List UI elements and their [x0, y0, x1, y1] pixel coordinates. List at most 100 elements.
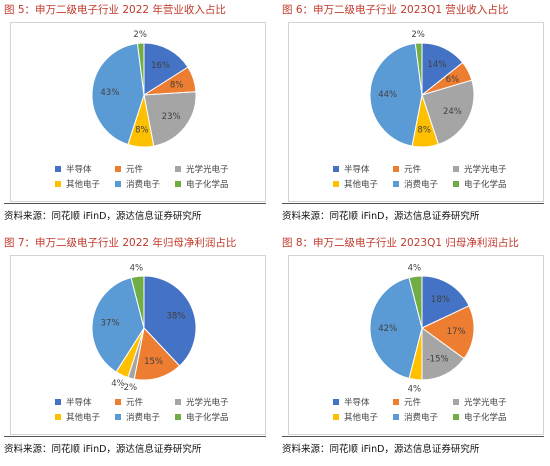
legend-item: 半导体 — [55, 396, 115, 408]
legend-swatch — [175, 165, 181, 172]
legend-row: 半导体 元件 光学光电子 — [55, 161, 255, 176]
legend-item: 光学光电子 — [453, 396, 533, 408]
legend-label: 半导体 — [344, 397, 370, 408]
legend-label: 光学光电子 — [464, 397, 507, 408]
legend-row: 其他电子 消费电子 电子化学品 — [333, 409, 533, 424]
legend-item: 消费电子 — [393, 411, 453, 423]
divider — [282, 436, 544, 437]
pie-chart: 18% 17% -15% 4% 42% 4% — [369, 263, 475, 395]
legend-swatch — [333, 165, 339, 172]
legend-label: 其他电子 — [344, 179, 379, 190]
legend-swatch — [175, 413, 181, 420]
divider — [4, 203, 266, 204]
chart-legend: 半导体 元件 光学光电子 其他电子 消费电子 电子化学品 — [55, 394, 255, 424]
legend-label: 电子化学品 — [186, 179, 229, 190]
pie-slice — [414, 42, 423, 96]
legend-label: 半导体 — [344, 164, 370, 175]
legend-item: 电子化学品 — [453, 411, 533, 423]
data-label: 23% — [162, 112, 181, 122]
legend-label: 元件 — [404, 397, 422, 408]
pie-chart: 16%8%23%8%43%2% — [91, 30, 197, 148]
legend-item: 元件 — [115, 396, 175, 408]
source-note: 资料来源：同花顺 iFinD，源达信息证券研究所 — [282, 444, 480, 455]
legend-label: 电子化学品 — [186, 412, 229, 423]
legend-swatch — [333, 180, 339, 187]
pie-slice — [369, 277, 423, 379]
pie-slice — [408, 275, 423, 329]
legend-swatch — [55, 165, 61, 172]
legend-swatch — [453, 413, 459, 420]
legend-item: 元件 — [115, 163, 175, 175]
legend-label: 元件 — [404, 164, 422, 175]
legend-item: 消费电子 — [115, 178, 175, 190]
legend-row: 其他电子 消费电子 电子化学品 — [333, 176, 533, 191]
legend-item: 电子化学品 — [453, 178, 533, 190]
legend-item: 其他电子 — [333, 411, 393, 423]
pie-slice — [421, 275, 470, 329]
legend-swatch — [115, 180, 121, 187]
data-label: 4% — [408, 385, 422, 395]
legend-label: 消费电子 — [126, 179, 161, 190]
legend-label: 光学光电子 — [186, 397, 229, 408]
legend-item: 光学光电子 — [453, 163, 533, 175]
figure-title: 图 7：申万二级电子行业 2022 年归母净利润占比 — [4, 237, 237, 249]
pie-slice — [130, 275, 145, 329]
legend-label: 元件 — [126, 164, 144, 175]
legend-swatch — [393, 398, 399, 405]
pie-slice — [143, 275, 197, 367]
chart-frame: 14% 6% 24% 8% 44% 2% 半导体 元件 光学光电子其他电子 消费电子 电子化学品 — [288, 22, 544, 202]
data-label: 15% — [144, 357, 163, 367]
legend-swatch — [333, 398, 339, 405]
legend-item: 其他电子 — [333, 178, 393, 190]
data-label: 42% — [378, 324, 397, 334]
figure-title: 图 6：申万二级电子行业 2023Q1 营业收入占比 — [282, 4, 509, 16]
legend-item: 消费电子 — [115, 411, 175, 423]
legend-label: 其他电子 — [66, 179, 101, 190]
legend-swatch — [453, 398, 459, 405]
divider — [282, 203, 544, 204]
data-label: -2% — [121, 383, 138, 393]
data-label: 4% — [130, 263, 144, 273]
legend-swatch — [55, 398, 61, 405]
pie-slice — [421, 79, 475, 145]
legend-label: 其他电子 — [344, 412, 379, 423]
legend-swatch — [175, 398, 181, 405]
legend-label: 光学光电子 — [464, 164, 507, 175]
legend-swatch — [453, 180, 459, 187]
figure-6-panel: 图 6：申万二级电子行业 2023Q1 营业收入占比 14% 6% 24% 8% 44%… — [278, 0, 548, 233]
data-label: 37% — [101, 319, 120, 329]
legend-item: 光学光电子 — [175, 396, 255, 408]
chart-frame: 18% 17% -15% 4% 42% 4% 半导体 元件 光学光电子 其他电子 消费电子 电子化学… — [288, 255, 544, 435]
pie-chart: 14%6% 24% 8% 44% 2% — [369, 30, 475, 148]
source-note: 资料来源：同花顺 iFinD，源达信息证券研究所 — [282, 211, 480, 222]
data-label: 38% — [166, 311, 185, 321]
figure-7-panel: 图 7：申万二级电子行业 2022 年归母净利润占比 38% 15% -2% 4% 37… — [0, 233, 270, 466]
legend-item: 半导体 — [55, 163, 115, 175]
source-note: 资料来源：同花顺 iFinD，源达信息证券研究所 — [4, 444, 202, 455]
legend-row: 其他电子 消费电子 电子化学品 — [55, 409, 255, 424]
legend-swatch — [453, 165, 459, 172]
data-label: 4% — [111, 379, 125, 389]
legend-item: 电子化学品 — [175, 411, 255, 423]
legend-label: 半导体 — [66, 397, 92, 408]
pie-slice — [369, 42, 423, 147]
chart-legend: 半导体 元件 光学光电子其他电子 消费电子 电子化学品 — [333, 394, 533, 424]
figure-8-panel: 图 8：申万二级电子行业 2023Q1 归母净利润占比 18% 17% -15% 4%… — [278, 233, 548, 466]
legend-row: 半导体 元件 光学光电子 — [333, 161, 533, 176]
legend-label: 电子化学品 — [464, 412, 507, 423]
data-label: 2% — [133, 30, 147, 40]
legend-swatch — [393, 413, 399, 420]
pie-slice — [143, 91, 197, 147]
legend-swatch — [333, 413, 339, 420]
legend-label: 消费电子 — [404, 179, 439, 190]
pie-slice — [133, 326, 181, 381]
legend-swatch — [115, 413, 121, 420]
legend-swatch — [55, 413, 61, 420]
data-label: -15% — [427, 355, 449, 365]
legend-item: 其他电子 — [55, 178, 115, 190]
pie-slice — [421, 327, 465, 381]
data-label: 17% — [447, 327, 466, 337]
data-label: 14% — [427, 60, 446, 70]
legend-swatch — [393, 165, 399, 172]
legend-item: 其他电子 — [55, 411, 115, 423]
